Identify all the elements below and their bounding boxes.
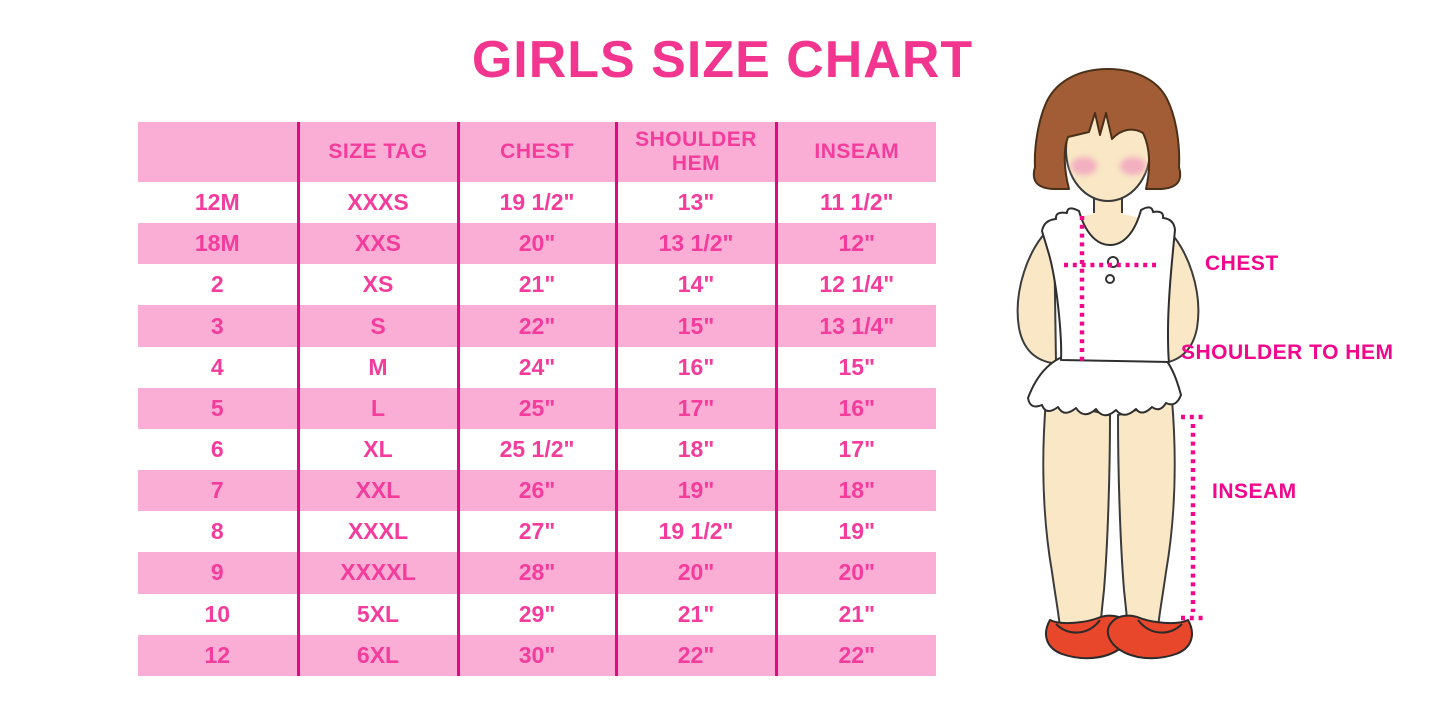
table-cell: 19"	[614, 470, 776, 512]
table-cell: 13 1/4"	[774, 305, 936, 347]
shoulder-to-hem-label: SHOULDER TO HEM	[1181, 341, 1394, 364]
table-cell: S	[296, 305, 458, 347]
table-cell: 17"	[774, 428, 936, 471]
table-cell: 19"	[774, 511, 936, 553]
table-cell: 12 1/4"	[774, 264, 936, 306]
table-cell: 18M	[194, 230, 240, 257]
table-cell: 12	[204, 641, 231, 668]
table-cell: 7	[210, 477, 224, 504]
table-cell: 29"	[456, 593, 616, 635]
table-row: 18M XXS 20" 13 1/2" 12"	[138, 223, 936, 265]
table-row: 6 XL 25 1/2" 18" 17"	[138, 428, 936, 471]
table-cell: 20"	[614, 552, 776, 594]
inseam-label: INSEAM	[1212, 480, 1297, 503]
column-header-inseam: INSEAM	[774, 122, 936, 182]
girl-blush-left	[1071, 157, 1097, 175]
table-cell: 16"	[614, 346, 776, 388]
table-cell: XXS	[296, 223, 458, 265]
column-header-shoulder-hem: SHOULDER HEM	[614, 122, 776, 182]
table-cell: 21"	[456, 264, 616, 306]
chest-label: CHEST	[1205, 252, 1279, 275]
girl-leg-left	[1042, 398, 1112, 629]
table-row: 5 L 25" 17" 16"	[138, 387, 936, 429]
table-row: 9 XXXXL 28" 20" 20"	[138, 552, 936, 594]
column-header-size	[138, 122, 298, 182]
table-row: 3 S 22" 15" 13 1/4"	[138, 305, 936, 347]
table-row: 7 XXL 26" 19" 18"	[138, 470, 936, 512]
table-cell: 25 1/2"	[456, 428, 616, 471]
girl-shoe-right	[1106, 614, 1193, 660]
table-cell: 5XL	[296, 593, 458, 635]
table-cell: 30"	[456, 634, 616, 676]
table-cell: XXXS	[296, 182, 458, 224]
girl-button-bottom	[1105, 274, 1115, 284]
table-cell: 28"	[456, 552, 616, 594]
table-cell: 3	[210, 312, 224, 339]
table-cell: 21"	[774, 593, 936, 635]
table-cell: 5	[210, 394, 224, 421]
table-body: 12M XXXS 19 1/2" 13" 11 1/2" 18M XXS 20" 13 1/2"…	[138, 182, 936, 676]
table-cell: XL	[296, 428, 458, 471]
girl-shoe-left-opening	[1055, 619, 1101, 634]
table-cell: 11 1/2"	[774, 182, 936, 224]
table-cell: 6XL	[296, 634, 458, 676]
table-cell: 13 1/2"	[614, 223, 776, 265]
table-row: 12 6XL 30" 22" 22"	[138, 634, 936, 676]
girl-leg-right	[1116, 398, 1176, 629]
table-cell: 19 1/2"	[614, 511, 776, 553]
column-header-size-tag: SIZE TAG	[296, 122, 458, 182]
table-cell: 19 1/2"	[456, 182, 616, 224]
table-cell: 20"	[456, 223, 616, 265]
table-cell: 18"	[774, 470, 936, 512]
table-cell: 15"	[774, 346, 936, 388]
header-row: SIZE TAG CHEST SHOULDER HEM INSEAM	[138, 122, 936, 182]
table-row: 4 M 24" 16" 15"	[138, 346, 936, 388]
table-cell: 18"	[614, 428, 776, 471]
page-title: GIRLS SIZE CHART	[471, 31, 974, 89]
table-cell: 21"	[614, 593, 776, 635]
table-cell: 26"	[456, 470, 616, 512]
table-cell: 15"	[614, 305, 776, 347]
table-cell: 4	[210, 353, 224, 380]
column-header-chest: CHEST	[456, 122, 616, 182]
girl-hair	[1032, 68, 1182, 190]
table-cell: 27"	[456, 511, 616, 553]
table-cell: XXXL	[296, 511, 458, 553]
table-cell: XS	[296, 264, 458, 306]
table-cell: 20"	[774, 552, 936, 594]
table-cell: 2	[210, 271, 224, 298]
girl-skirt	[1027, 357, 1182, 417]
table-row: 2 XS 21" 14" 12 1/4"	[138, 264, 936, 306]
table-cell: 17"	[614, 387, 776, 429]
table-row: 12M XXXS 19 1/2" 13" 11 1/2"	[138, 182, 936, 224]
table-cell: 12"	[774, 223, 936, 265]
girl-shoe-right-opening	[1137, 619, 1183, 634]
table-cell: 8	[210, 518, 224, 545]
table-cell: 10	[204, 600, 231, 627]
table-cell: L	[296, 387, 458, 429]
table-cell: 12M	[194, 189, 240, 216]
girl-bodice	[1041, 206, 1176, 363]
table-cell: 22"	[614, 634, 776, 676]
table-row: 10 5XL 29" 21" 21"	[138, 593, 936, 635]
girl-illustration	[1016, 68, 1207, 660]
table-row: 8 XXXL 27" 19 1/2" 19"	[138, 511, 936, 553]
table-cell: 13"	[614, 182, 776, 224]
table-cell: 6	[210, 436, 224, 463]
table-cell: 25"	[456, 387, 616, 429]
table-cell: XXXXL	[296, 552, 458, 594]
girl-blush-right	[1120, 157, 1146, 175]
measurement-figure: CHEST SHOULDER TO HEM INSEAM	[990, 60, 1445, 723]
table-cell: 22"	[774, 634, 936, 676]
table-cell: 22"	[456, 305, 616, 347]
table-cell: 9	[210, 559, 224, 586]
table-cell: XXL	[296, 470, 458, 512]
table-cell: M	[296, 346, 458, 388]
girl-arm-left	[1016, 227, 1058, 364]
table-cell: 16"	[774, 387, 936, 429]
table-cell: 24"	[456, 346, 616, 388]
table-cell: 14"	[614, 264, 776, 306]
girls-size-chart-table: SIZE TAG CHEST SHOULDER HEM INSEAM 12M XX…	[138, 122, 936, 676]
